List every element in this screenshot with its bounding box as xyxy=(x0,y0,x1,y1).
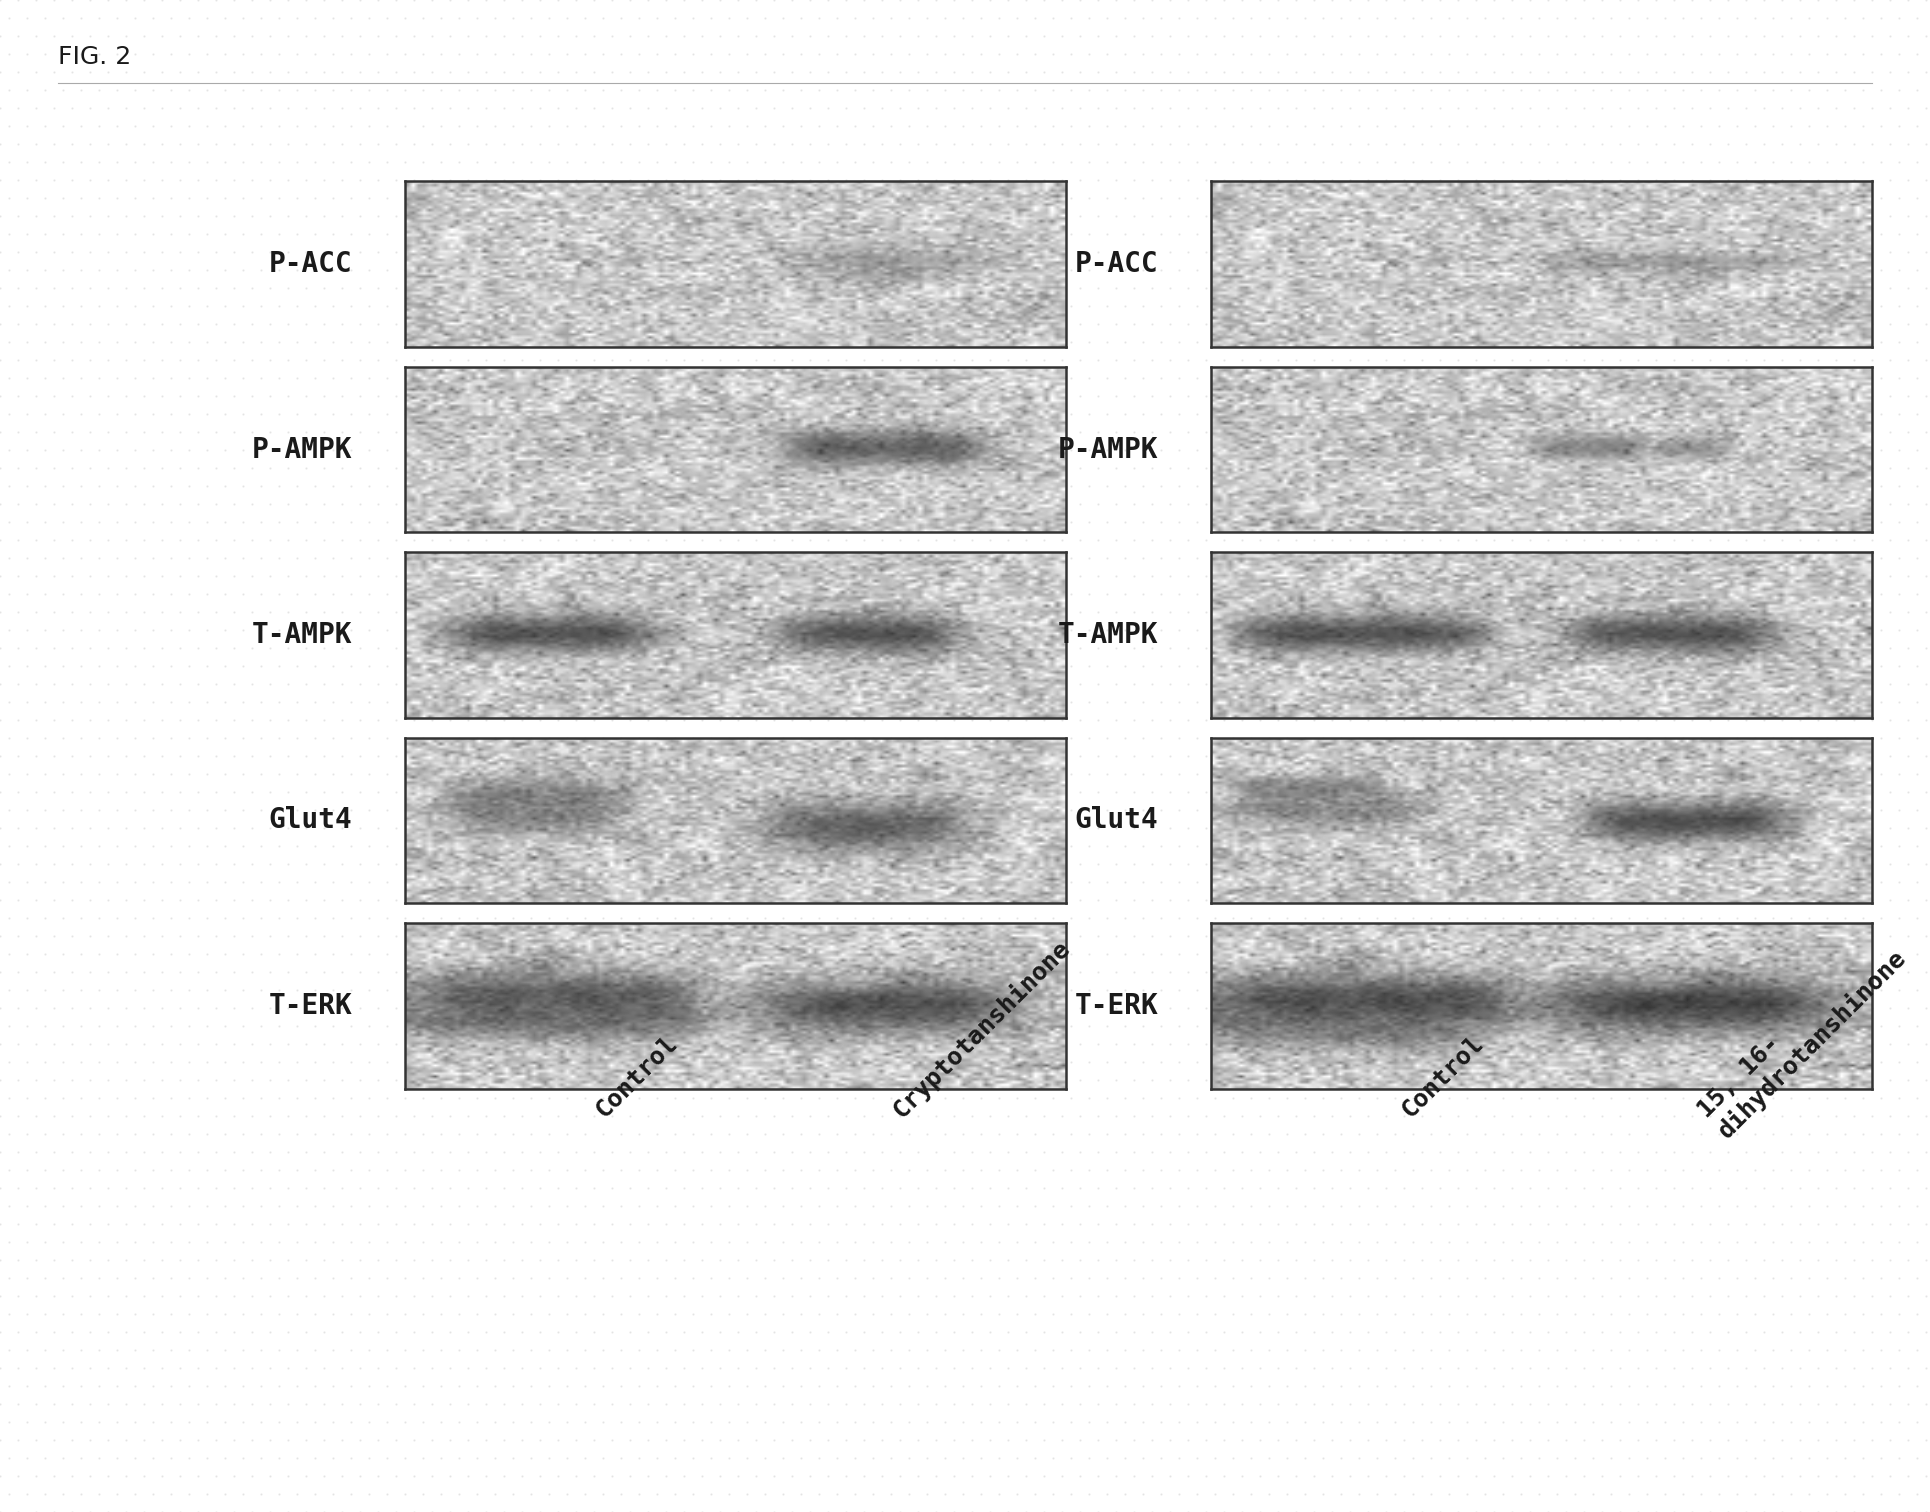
Text: Cryptotanshinone: Cryptotanshinone xyxy=(888,936,1075,1123)
Text: P-AMPK: P-AMPK xyxy=(1058,435,1158,464)
Text: Glut4: Glut4 xyxy=(1075,806,1158,835)
Text: FIG. 2: FIG. 2 xyxy=(58,45,131,70)
Text: Control: Control xyxy=(1397,1031,1488,1122)
Text: P-AMPK: P-AMPK xyxy=(253,435,353,464)
Text: 15, 16-
dihydrotanshinone: 15, 16- dihydrotanshinone xyxy=(1695,925,1911,1143)
Text: Control: Control xyxy=(591,1031,681,1122)
Text: P-ACC: P-ACC xyxy=(1075,249,1158,278)
Text: T-ERK: T-ERK xyxy=(268,992,353,1021)
Text: T-ERK: T-ERK xyxy=(1075,992,1158,1021)
Text: P-ACC: P-ACC xyxy=(268,249,353,278)
Text: Glut4: Glut4 xyxy=(268,806,353,835)
Text: T-AMPK: T-AMPK xyxy=(253,621,353,649)
Text: T-AMPK: T-AMPK xyxy=(1058,621,1158,649)
